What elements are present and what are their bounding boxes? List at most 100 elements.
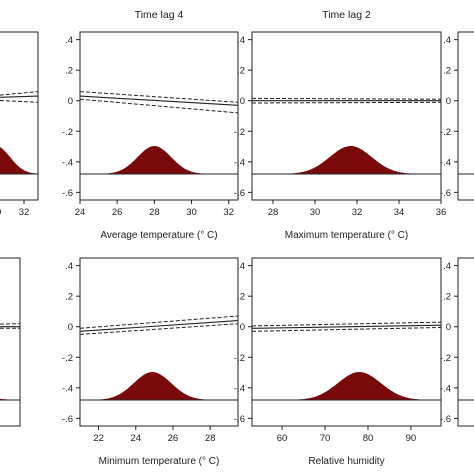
density-area <box>80 372 238 400</box>
ci-lower-line <box>0 100 38 103</box>
y-tick-label: -.4 <box>62 157 73 168</box>
y-tick-label: .2 <box>443 292 451 303</box>
y-tick-label: -.6 <box>62 414 73 425</box>
x-tick-label: 30 <box>186 207 197 218</box>
panel-frame <box>0 257 21 427</box>
x-tick-label: 24 <box>130 433 141 444</box>
plot-area <box>252 321 441 401</box>
y-tick-label: .2 <box>65 292 73 303</box>
y-tick-label: .2 <box>237 66 245 77</box>
y-tick-label: 0 <box>446 96 451 107</box>
y-tick-label: -.4 <box>440 157 451 168</box>
plot-area <box>80 91 238 175</box>
panel-frame <box>251 31 442 201</box>
y-tick-label: -.6 <box>62 188 73 199</box>
y-tick-label: .4 <box>65 261 73 272</box>
chart-panel: .4 .2 0 -.2 -.4 -.6 60 70 80 90 Relative humidity <box>234 257 442 467</box>
chart-panel: .4 .2 0 -.2 -.4 -.6 28 30 32 34 36 Maximum temperat… <box>234 9 446 241</box>
y-tick-label: -.4 <box>440 383 451 394</box>
y-tick-label: -.2 <box>234 353 245 364</box>
y-tick-label: .4 <box>237 35 245 46</box>
x-axis-label: Maximum temperature (° C) <box>285 230 408 241</box>
ci-upper-line <box>80 91 238 103</box>
x-tick-label: 90 <box>406 433 417 444</box>
density-area <box>0 398 20 400</box>
ci-upper-line <box>252 97 441 100</box>
panel-title: Time lag 2 <box>322 9 371 21</box>
y-tick-label: 0 <box>446 322 451 333</box>
ci-upper-line <box>0 323 20 325</box>
ci-lower-line <box>252 327 441 332</box>
y-tick-label: .4 <box>237 261 245 272</box>
ci-upper-line <box>80 315 238 329</box>
ci-lower-line <box>252 101 441 104</box>
y-tick-label: .2 <box>443 66 451 77</box>
x-axis-label: Average temperature (° C) <box>100 230 217 241</box>
panel-frame <box>79 257 239 427</box>
x-tick-label: 30 <box>310 207 321 218</box>
y-tick-label: -.2 <box>62 127 73 138</box>
x-tick-label: 30 <box>0 207 1 218</box>
ci-lower-line <box>80 323 238 335</box>
y-tick-label: -.6 <box>234 188 245 199</box>
y-tick-label: -.2 <box>62 353 73 364</box>
density-area <box>252 146 441 174</box>
y-tick-label: -.2 <box>234 127 245 138</box>
y-tick-label: -.2 <box>440 127 451 138</box>
panel-frame <box>457 31 474 201</box>
y-tick-label: 0 <box>68 322 73 333</box>
x-tick-label: 22 <box>93 433 104 444</box>
plot-area <box>0 91 38 175</box>
x-tick-label: 28 <box>268 207 279 218</box>
x-tick-label: 34 <box>394 207 405 218</box>
y-tick-label: -.6 <box>440 414 451 425</box>
density-area <box>0 147 38 174</box>
panel-frame <box>251 257 442 427</box>
plot-area <box>80 315 238 401</box>
y-tick-label: .2 <box>237 292 245 303</box>
panel-frame <box>0 31 39 201</box>
x-axis-label: Minimum temperature (° C) <box>99 456 220 467</box>
y-tick-label: 0 <box>240 96 245 107</box>
y-tick-label: .4 <box>443 35 451 46</box>
y-tick-label: -.4 <box>234 157 245 168</box>
chart-panel: .4 .2 0 -.2 -.4 -.6 <box>440 31 474 201</box>
y-tick-label: .4 <box>443 261 451 272</box>
chart-panel: 28 <box>0 257 21 427</box>
panel-frame <box>79 31 239 201</box>
x-tick-label: 28 <box>149 207 160 218</box>
panel-title: Time lag 4 <box>135 9 184 21</box>
y-tick-label: 0 <box>68 96 73 107</box>
x-axis-label: Relative humidity <box>308 456 384 467</box>
chart-panel: .4 .2 0 -.2 -.4 -.6 22 24 26 28 Minimum temperatur… <box>62 257 239 467</box>
x-tick-label: 60 <box>277 433 288 444</box>
x-tick-label: 24 <box>75 207 86 218</box>
density-area <box>252 372 441 400</box>
panel-frame <box>457 257 474 427</box>
y-tick-label: -.2 <box>440 353 451 364</box>
x-tick-label: 70 <box>320 433 331 444</box>
plot-area <box>252 97 441 175</box>
y-tick-label: .2 <box>65 66 73 77</box>
ci-lower-line <box>80 98 238 114</box>
x-tick-label: 32 <box>19 207 30 218</box>
y-tick-label: 0 <box>240 322 245 333</box>
estimate-line <box>0 95 38 98</box>
density-area <box>80 146 238 174</box>
y-tick-label: -.6 <box>440 188 451 199</box>
x-tick-label: 26 <box>112 207 123 218</box>
estimate-line <box>252 324 441 329</box>
x-tick-label: 32 <box>352 207 363 218</box>
y-tick-label: -.6 <box>234 414 245 425</box>
x-tick-label: 80 <box>363 433 374 444</box>
x-tick-label: 36 <box>436 207 447 218</box>
plot-area <box>0 323 20 401</box>
chart-panel: .4 .2 0 -.2 -.4 -.6 <box>440 257 474 427</box>
x-tick-label: 32 <box>223 207 234 218</box>
y-tick-label: -.4 <box>62 383 73 394</box>
ci-upper-line <box>252 321 441 327</box>
estimate-line <box>80 95 238 106</box>
y-tick-label: .4 <box>65 35 73 46</box>
